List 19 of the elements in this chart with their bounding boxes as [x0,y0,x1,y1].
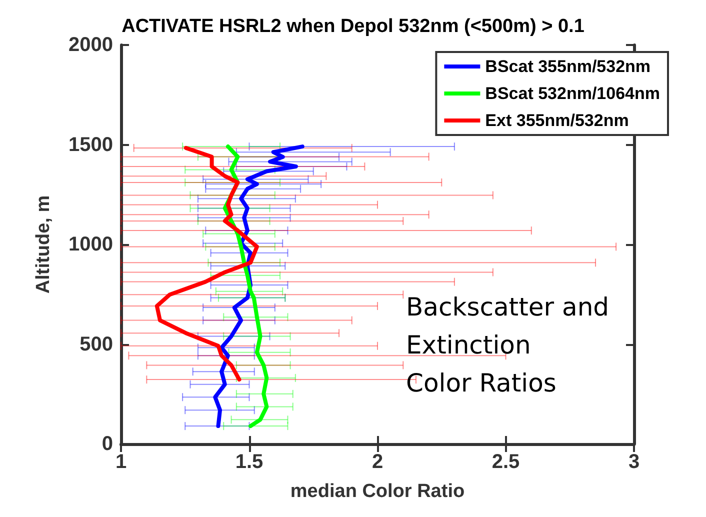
chart-title: ACTIVATE HSRL2 when Depol 532nm (<500m) > 0.1 [122,16,585,37]
x-tick-label: 2.5 [492,451,520,473]
x-tick-label: 1 [115,451,127,473]
annotation: Backscatter and Extinction Color Ratios [406,292,610,398]
y-tick-label: 1500 [68,134,113,156]
y-tick-label: 2000 [68,34,113,56]
y-axis-title: Altitude, m [33,195,54,294]
x-tick-label: 2 [372,451,384,473]
legend-label: BScat 355nm/532nm [485,57,651,76]
y-tick-label: 1000 [68,234,113,256]
y-tick-label: 500 [80,333,113,356]
y-tick-label: 0 [102,433,113,455]
legend-label: Ext 355nm/532nm [485,111,629,130]
line-series [213,144,304,428]
line-series [154,146,259,382]
x-tick-label: 3 [628,451,640,473]
x-tick-label: 1.5 [235,451,264,473]
legend-label: BScat 532nm/1064nm [485,84,660,103]
x-axis-title: median Color Ratio [290,481,465,502]
